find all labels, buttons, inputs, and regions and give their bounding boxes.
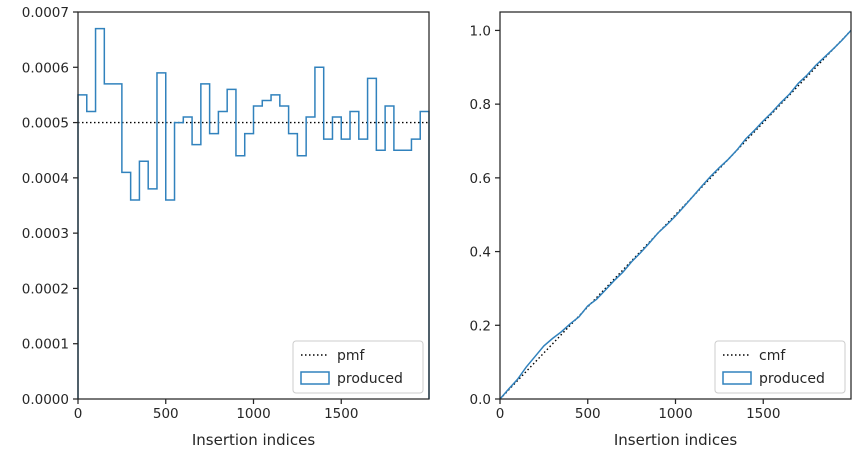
legend-label-cmf: cmf	[759, 348, 786, 364]
legend-box	[292, 340, 424, 394]
y-tick-label: 0.6	[470, 171, 491, 187]
legend-box	[714, 340, 846, 394]
series-produced-histogram	[77, 27, 430, 399]
x-tick-label: 1500	[324, 406, 358, 422]
x-tick-label: 500	[575, 406, 601, 422]
x-tick-label: 500	[153, 406, 179, 422]
y-tick-label: 0.0005	[22, 116, 69, 132]
legend-label-produced: produced	[759, 371, 825, 387]
series-produced-line	[499, 29, 852, 400]
x-tick-label: 1500	[746, 406, 780, 422]
legend: pmf produced	[292, 340, 424, 394]
x-tick-label: 0	[496, 406, 505, 422]
x-axis-label: Insertion indices	[192, 431, 315, 449]
y-tick-label: 0.0006	[22, 60, 69, 76]
x-axis-label: Insertion indices	[614, 431, 737, 449]
y-tick-label: 1.0	[470, 23, 491, 39]
legend-label-produced: produced	[337, 371, 403, 387]
y-tick-label: 0.0002	[22, 281, 69, 297]
x-tick-label: 0	[74, 406, 83, 422]
y-tick-label: 0.0007	[22, 5, 69, 21]
legend: cmf produced	[714, 340, 846, 394]
chart-panel-left: 0 500 1000 1500 0.0000 0.0001 0.0002 0.0003 0.00…	[22, 5, 430, 449]
y-tick-label: 0.4	[470, 245, 491, 261]
x-tick-label: 1000	[236, 406, 270, 422]
legend-label-pmf: pmf	[337, 348, 366, 364]
chart-panel-right: 0 500 1000 1500 0.0 0.2 0.4 0.6 0.8 1.0 Insertion …	[470, 11, 852, 449]
y-tick-label: 0.0003	[22, 226, 69, 242]
series-cmf-line	[499, 29, 852, 400]
y-tick-label: 0.0000	[22, 392, 69, 408]
y-tick-label: 0.0001	[22, 337, 69, 353]
legend-swatch-produced	[300, 371, 330, 385]
y-tick-label: 0.0	[470, 392, 491, 408]
x-tick-label: 1000	[658, 406, 692, 422]
y-tick-label: 0.8	[470, 97, 491, 113]
y-tick-label: 0.2	[470, 318, 491, 334]
y-tick-label: 0.0004	[22, 171, 69, 187]
legend-swatch-produced	[722, 371, 752, 385]
